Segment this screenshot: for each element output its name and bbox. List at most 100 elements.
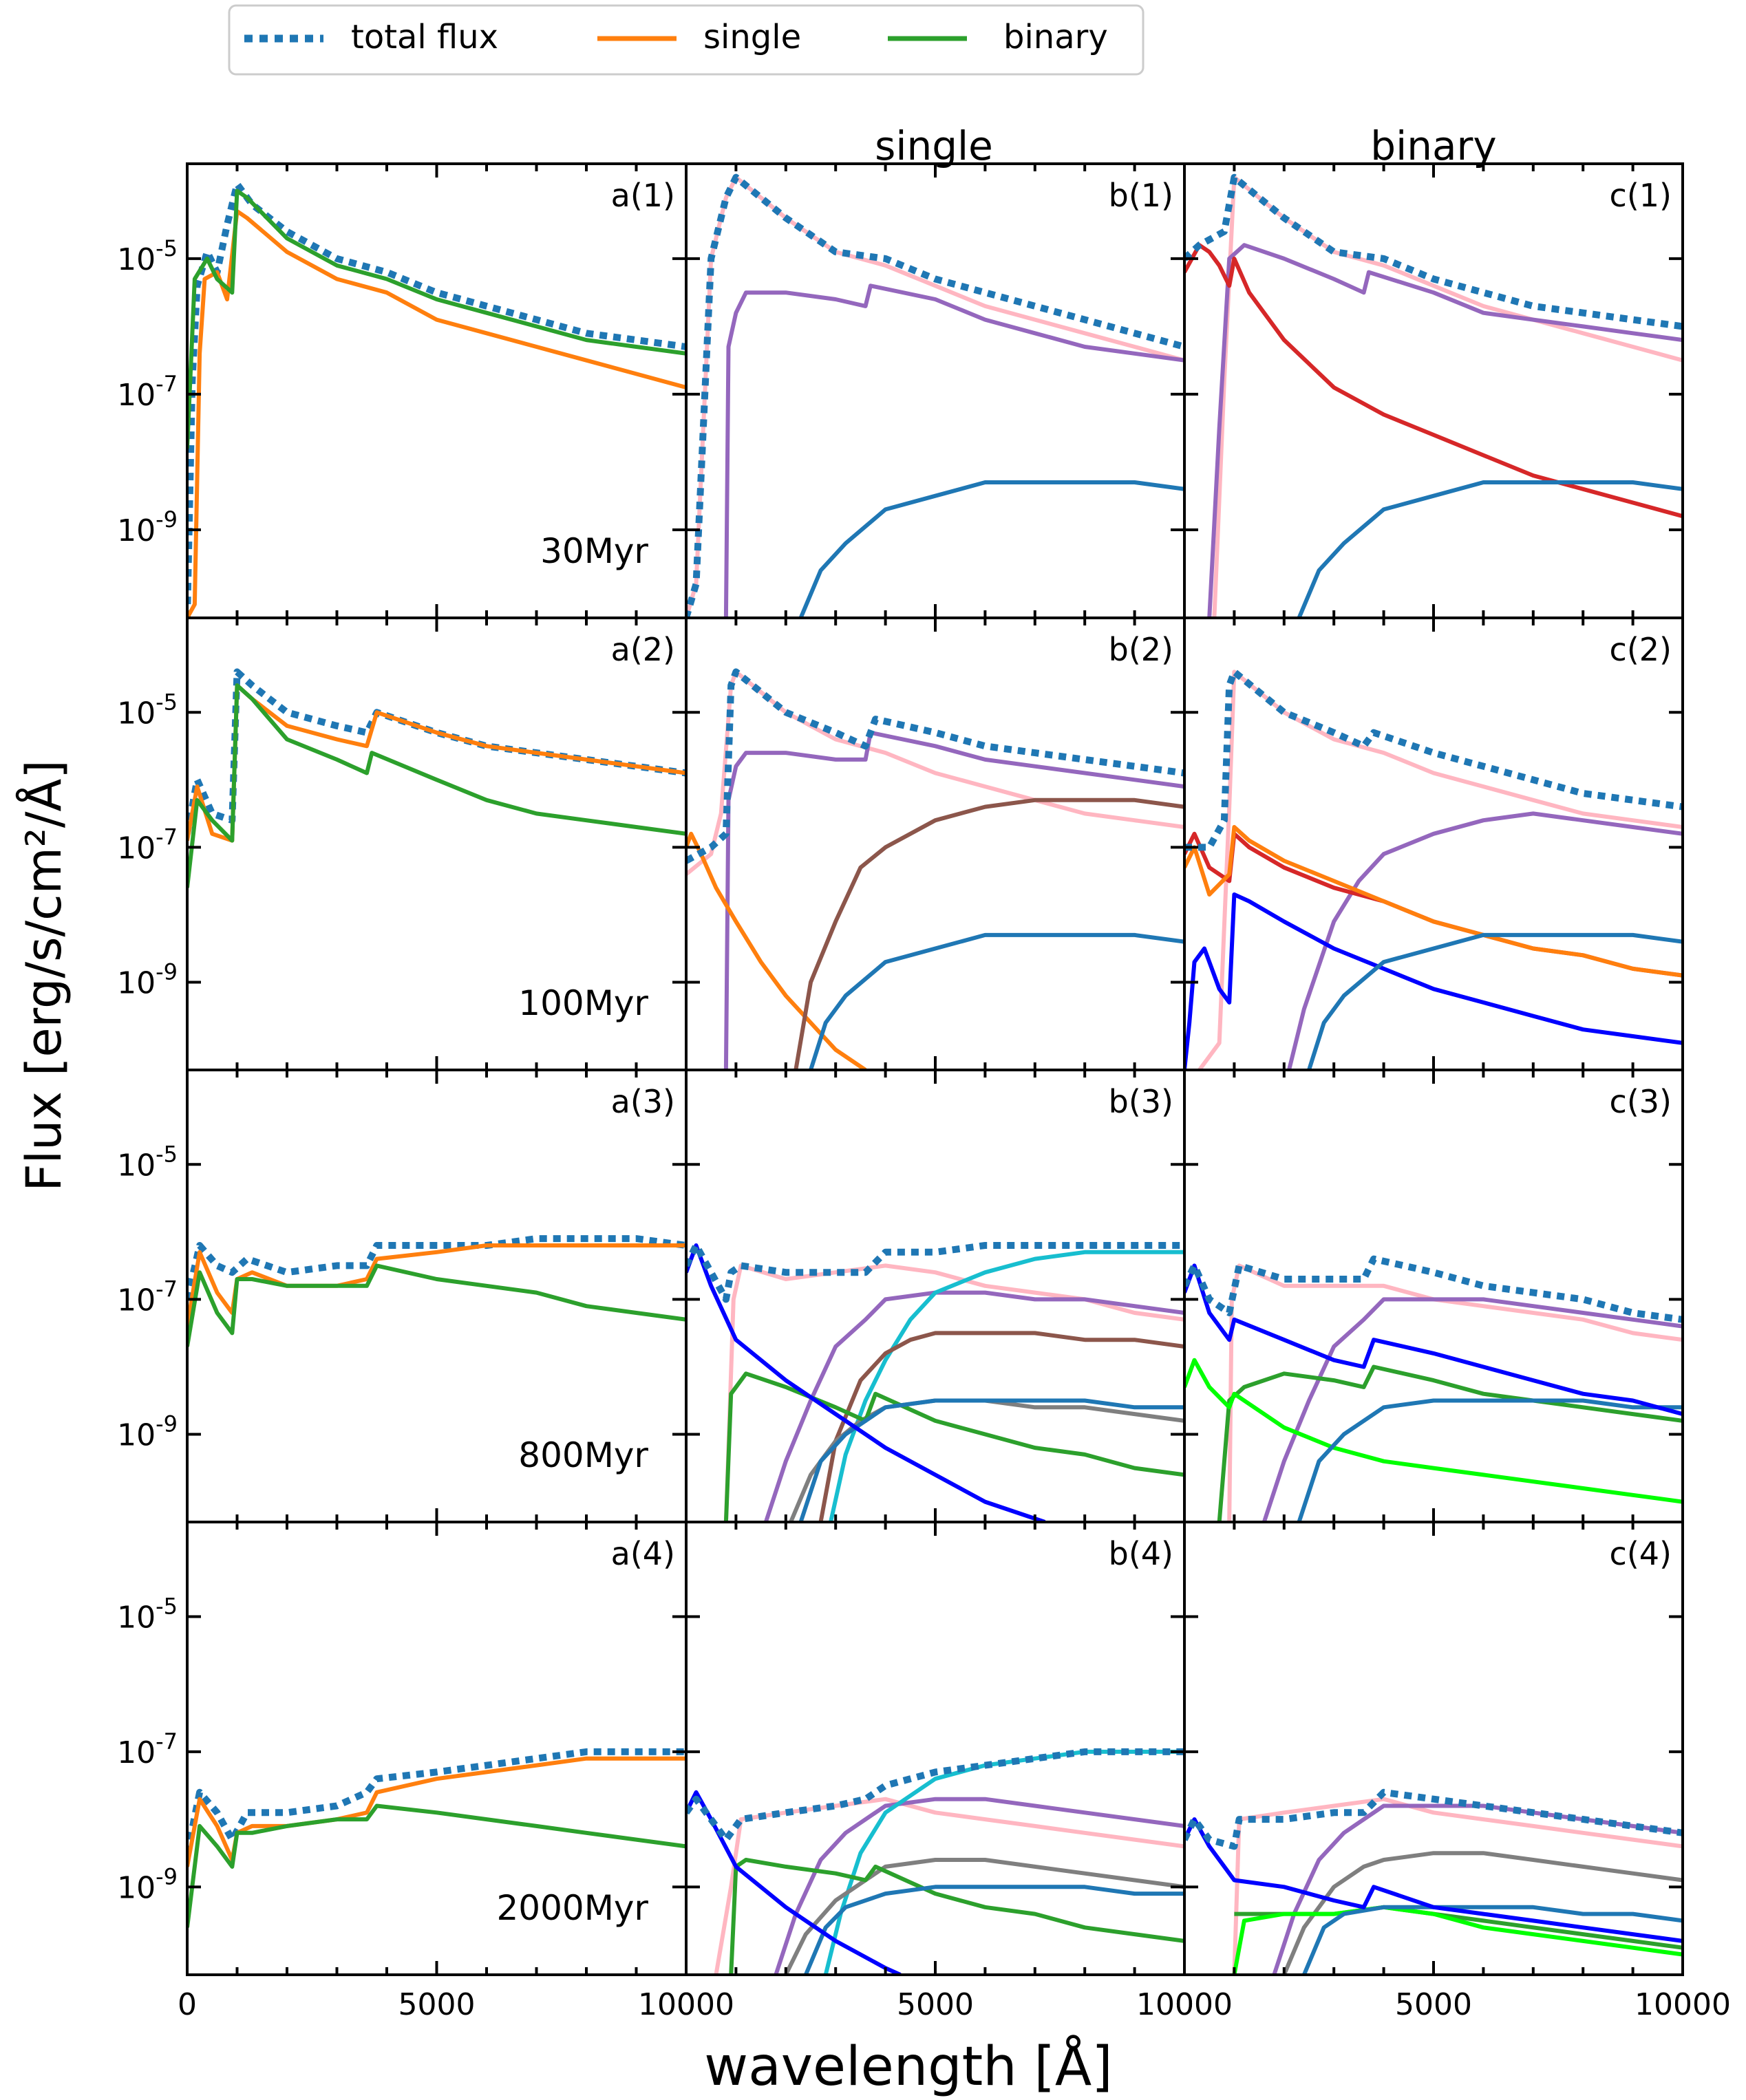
series-binary-a-2	[187, 683, 686, 888]
x-axis-label: wavelength [Å]	[704, 2035, 1112, 2098]
series-total-flux-a-4	[187, 1748, 686, 1854]
series-purple-c-4	[1272, 1803, 1683, 1975]
legend-binary-label: binary	[1003, 18, 1108, 56]
panel-c-1: c(1)	[1183, 162, 1684, 619]
series-pink-c-4	[1232, 1797, 1683, 1975]
series-group-b-2	[686, 668, 1184, 1070]
series-group-b-3	[686, 1242, 1184, 1522]
y-axis-label: Flux [erg/s/cm²/Å]	[16, 760, 72, 1191]
y-tick-label: 10-5	[117, 1141, 178, 1183]
series-total-flux-b-2	[686, 668, 1184, 864]
panel-a-2: a(2) 10-5 10-7 10-9 100Myr	[117, 617, 688, 1071]
panel-frame-c-2	[1183, 617, 1684, 1071]
series-group-b-4	[686, 1748, 1184, 1975]
series-group-a-1	[187, 180, 686, 618]
series-total-flux-b-4	[686, 1748, 1184, 1843]
series-gray-c-4	[1282, 1851, 1683, 1975]
series-steel-b-4	[804, 1885, 1184, 1975]
series-binary-a-3	[187, 1263, 686, 1347]
y-tick-label: 10-5	[117, 1593, 178, 1635]
legend-frame	[228, 4, 1145, 76]
legend-single-label: single	[703, 18, 801, 56]
series-steel-b-2	[809, 932, 1184, 1070]
panel-frame-b-3	[685, 1069, 1186, 1523]
series-total-flux-b-1	[686, 173, 1184, 618]
series-single-a-4	[187, 1756, 686, 1867]
y-tick-label: 10-7	[117, 824, 178, 866]
series-blue-c-4	[1184, 1817, 1683, 1943]
series-binary-b-4	[729, 1858, 1184, 1975]
series-orange-b-2	[686, 831, 867, 1070]
series-orange-c-2	[1184, 825, 1683, 978]
panel-frame-b-2	[685, 617, 1186, 1071]
series-steel-c-1	[1297, 480, 1683, 618]
series-steel-c-3	[1297, 1398, 1683, 1522]
series-total-flux-c-2	[1184, 668, 1683, 851]
series-total-flux-a-1	[187, 180, 686, 618]
series-binary-c-3	[1217, 1364, 1683, 1522]
panel-label-b-2: b(2)	[1109, 631, 1173, 668]
series-total-flux-c-1	[1184, 173, 1683, 330]
y-tick-label: 10-7	[117, 1728, 178, 1770]
series-group-c-3	[1184, 1255, 1683, 1522]
series-steel-b-3	[798, 1398, 1184, 1522]
y-tick-label: 10-7	[117, 1276, 178, 1318]
series-group-a-3	[187, 1235, 686, 1347]
series-total-flux-a-2	[187, 668, 686, 835]
y-tick-label: 10-5	[117, 235, 178, 277]
y-tick-label: 10-9	[117, 506, 178, 548]
series-group-c-2	[1184, 668, 1683, 1070]
series-pink-c-1	[1212, 175, 1683, 618]
series-group-a-2	[187, 668, 686, 888]
panel-label-a-1: a(1)	[611, 177, 675, 214]
panel-label-a-2: a(2)	[611, 631, 675, 668]
series-total-flux-a-3	[187, 1235, 686, 1300]
panels-grid: a(1) 10-5 10-7 10-9 30Myr b(1) c(1) a(2) 10-5 10-…	[117, 162, 1731, 2022]
series-steel-c-2	[1307, 932, 1683, 1070]
legend: total flux single binary	[228, 4, 1145, 76]
series-binary-a-1	[187, 189, 686, 449]
panel-c-2: c(2)	[1183, 617, 1684, 1071]
panel-label-c-1: c(1)	[1610, 177, 1672, 214]
series-purple-b-1	[723, 283, 1184, 618]
series-purple-c-1	[1207, 243, 1683, 618]
y-tick-label: 10-9	[117, 959, 178, 1001]
panel-b-2: b(2)	[685, 617, 1186, 1071]
series-pink-b-4	[714, 1797, 1184, 1975]
series-group-c-1	[1184, 173, 1683, 618]
panel-label-c-2: c(2)	[1610, 631, 1672, 668]
panel-b-3: b(3)	[685, 1069, 1186, 1523]
x-tick-label: 5000	[897, 1987, 974, 2022]
series-red-c-2	[1184, 831, 1683, 978]
panel-frame-b-1	[685, 162, 1186, 619]
x-tick-label: 5000	[1395, 1987, 1472, 2022]
x-tick-label: 5000	[398, 1987, 476, 2022]
panel-label-b-4: b(4)	[1109, 1535, 1173, 1572]
series-blue-c-2	[1184, 892, 1683, 1070]
age-label: 800Myr	[518, 1435, 648, 1475]
series-brown-b-2	[794, 797, 1184, 1070]
panel-label-b-3: b(3)	[1109, 1083, 1173, 1120]
panel-frame-c-1	[1183, 162, 1684, 619]
series-single-a-3	[187, 1243, 686, 1327]
x-tick-label: 10000	[1136, 1987, 1233, 2022]
series-purple-b-3	[763, 1290, 1184, 1522]
series-total-flux-c-3	[1184, 1255, 1683, 1323]
series-purple-c-3	[1261, 1297, 1683, 1522]
age-label: 100Myr	[518, 983, 648, 1023]
x-tick-label: 10000	[638, 1987, 734, 2022]
series-brown-b-3	[818, 1331, 1184, 1522]
series-pink-b-2	[686, 669, 1184, 876]
age-label: 2000Myr	[496, 1888, 648, 1928]
y-tick-label: 10-9	[117, 1411, 178, 1453]
series-group-a-4	[187, 1748, 686, 1928]
series-purple-c-2	[1287, 811, 1683, 1070]
y-tick-label: 10-9	[117, 1863, 178, 1905]
panel-a-3: a(3) 10-5 10-7 10-9 800Myr	[117, 1069, 688, 1523]
panel-label-a-3: a(3)	[611, 1083, 675, 1120]
age-label: 30Myr	[540, 531, 648, 571]
series-pink-b-1	[686, 175, 1184, 618]
panel-label-c-4: c(4)	[1610, 1535, 1672, 1572]
series-steel-b-1	[798, 480, 1184, 618]
